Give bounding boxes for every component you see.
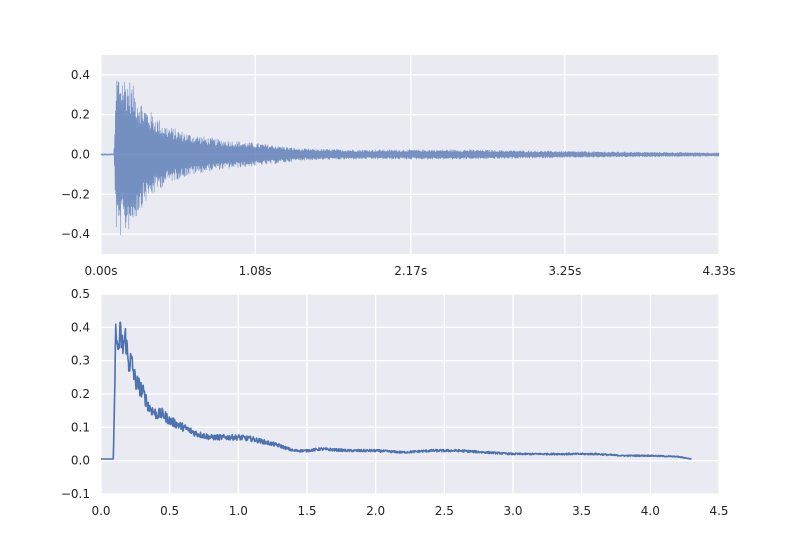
x-tick-label: 0.00s (85, 264, 118, 278)
x-tick-label: 3.25s (548, 264, 581, 278)
y-tick-label: −0.4 (61, 227, 90, 241)
waveform-line (100, 80, 720, 236)
waveform-chart: 0.00s 1.08s 2.17s 3.25s 4.33s −0.4 −0.2 0.0 0.2 0… (61, 55, 736, 278)
y-tick-label: 0.0 (71, 148, 90, 162)
x-tick-label: 3.0 (503, 504, 522, 518)
y-tick-label: 0.2 (71, 387, 90, 401)
x-tick-label: 4.5 (709, 504, 728, 518)
envelope-chart: 0.0 0.5 1.0 1.5 2.0 2.5 3.0 3.5 4.0 4.5−0.10.00.1… (61, 287, 729, 518)
y-tick-label: 0.3 (71, 354, 90, 368)
y-tick-label: 0.2 (71, 108, 90, 122)
x-tick-label: 3.5 (572, 504, 591, 518)
x-tick-label: 1.5 (297, 504, 316, 518)
x-tick-label: 2.0 (366, 504, 385, 518)
y-tick-label: −0.1 (61, 487, 90, 501)
y-tick-label: 0.0 (71, 454, 90, 468)
y-tick-label: 0.4 (71, 320, 90, 334)
x-tick-label: 1.08s (239, 264, 272, 278)
x-tick-label: 2.5 (435, 504, 454, 518)
envelope-line (100, 321, 692, 460)
x-tick-label: 0.5 (160, 504, 179, 518)
y-tick-label: 0.5 (71, 287, 90, 301)
y-tick-label: 0.4 (71, 68, 90, 82)
y-tick-label: 0.1 (71, 420, 90, 434)
y-tick-label: −0.2 (61, 187, 90, 201)
x-tick-label: 0.0 (91, 504, 110, 518)
x-tick-label: 4.33s (703, 264, 736, 278)
x-tick-label: 4.0 (641, 504, 660, 518)
x-tick-label: 1.0 (229, 504, 248, 518)
x-tick-label: 2.17s (394, 264, 427, 278)
